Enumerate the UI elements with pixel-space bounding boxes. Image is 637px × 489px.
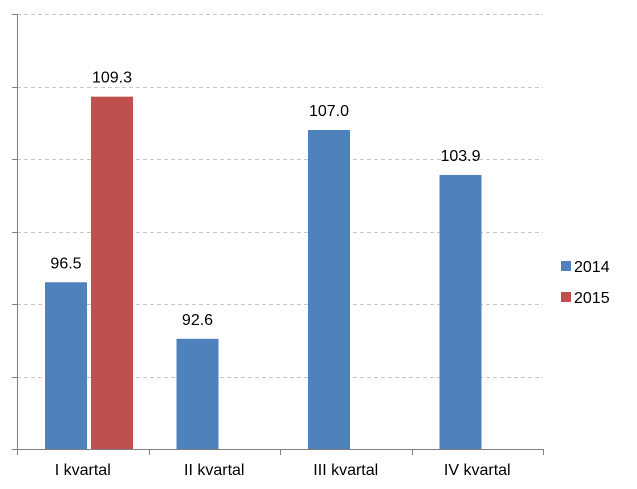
bar-2014-3 <box>439 174 482 449</box>
bar-2014-1 <box>176 338 219 449</box>
x-tick-label: II kvartal <box>184 462 244 479</box>
bar-2014-0 <box>45 282 87 449</box>
x-tick-label: IV kvartal <box>444 462 511 479</box>
bar-2014-2 <box>308 130 350 449</box>
data-label: 96.5 <box>50 255 81 272</box>
data-label: 107.0 <box>309 103 349 120</box>
legend-label: 2014 <box>574 259 610 276</box>
legend-label: 2015 <box>574 290 610 307</box>
legend-swatch-2014 <box>561 261 571 271</box>
bar-2015-0 <box>91 96 133 450</box>
legend-swatch-2015 <box>561 292 571 302</box>
data-label: 109.3 <box>92 70 132 87</box>
data-label: 92.6 <box>182 312 213 329</box>
data-label: 103.9 <box>440 148 480 165</box>
x-tick-label: I kvartal <box>55 462 111 479</box>
x-tick-label: III kvartal <box>313 462 378 479</box>
